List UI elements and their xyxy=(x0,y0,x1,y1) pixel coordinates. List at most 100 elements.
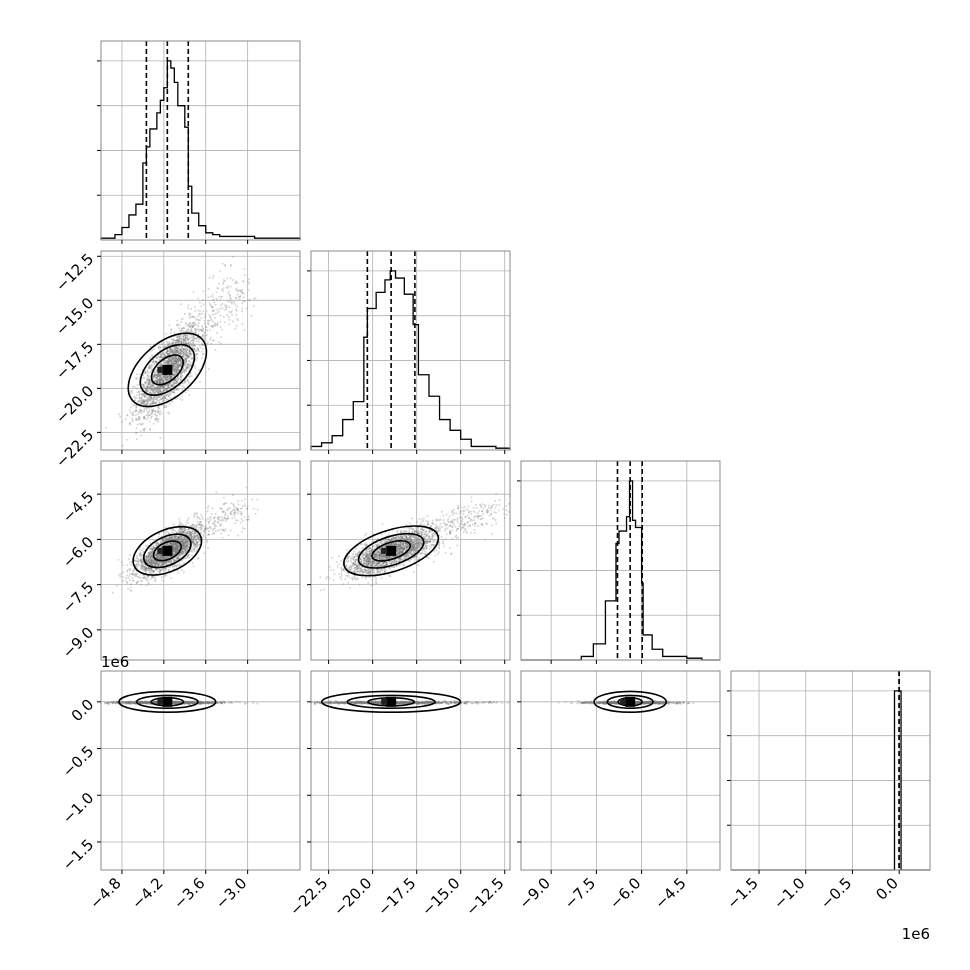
scatter-point xyxy=(192,336,194,338)
scatter-point xyxy=(201,313,203,315)
scatter-point xyxy=(146,385,149,388)
scatter-point xyxy=(175,379,177,381)
scatter-point xyxy=(159,385,161,388)
scatter-point xyxy=(190,353,193,355)
scatter-point xyxy=(190,532,193,534)
scatter-point xyxy=(165,560,168,563)
scatter-point xyxy=(136,581,139,584)
scatter-point xyxy=(159,349,161,352)
scatter-point xyxy=(152,382,154,384)
scatter-point xyxy=(186,537,188,540)
scatter-point xyxy=(211,306,214,308)
scatter-point xyxy=(171,351,174,353)
scatter-point xyxy=(179,534,182,537)
scatter-point xyxy=(132,569,135,572)
scatter-point xyxy=(180,527,183,529)
scatter-point xyxy=(161,385,164,387)
scatter-point xyxy=(173,379,175,382)
scatter-point xyxy=(176,369,179,371)
scatter-point xyxy=(170,363,173,366)
scatter-point xyxy=(193,544,196,547)
scatter-point xyxy=(194,358,197,361)
scatter-point xyxy=(161,365,163,367)
scatter-point xyxy=(179,527,182,529)
scatter-point xyxy=(150,567,152,570)
scatter-point xyxy=(177,538,179,541)
scatter-point xyxy=(136,409,138,412)
scatter-point xyxy=(170,384,172,387)
scatter-point xyxy=(148,553,151,555)
scatter-point xyxy=(175,548,178,550)
scatter-point xyxy=(199,329,202,331)
scatter-point xyxy=(162,380,164,383)
scatter-point xyxy=(156,558,159,560)
scatter-point xyxy=(147,581,150,584)
scatter-point xyxy=(225,306,228,308)
scatter-point xyxy=(160,354,162,357)
scatter-point xyxy=(150,397,153,400)
scatter-point xyxy=(170,544,172,546)
scatter-point xyxy=(183,327,185,329)
scatter-point xyxy=(188,345,191,347)
scatter-point xyxy=(186,544,188,547)
scatter-point xyxy=(149,345,152,348)
scatter-point xyxy=(189,333,191,336)
scatter-point xyxy=(163,376,166,379)
scatter-point xyxy=(111,591,114,594)
scatter-point xyxy=(167,389,169,391)
scatter-point xyxy=(180,378,182,380)
scatter-point xyxy=(189,344,191,347)
scatter-point xyxy=(184,545,186,547)
scatter-point xyxy=(171,348,173,351)
scatter-point xyxy=(152,385,155,387)
scatter-point xyxy=(170,536,173,539)
scatter-point xyxy=(193,516,195,518)
scatter-point xyxy=(139,559,142,561)
scatter-point xyxy=(159,382,162,384)
scatter-point xyxy=(175,548,178,551)
scatter-point xyxy=(182,557,185,560)
scatter-point xyxy=(196,550,198,552)
scatter-point xyxy=(166,379,168,381)
scatter-point xyxy=(158,385,160,387)
scatter-point xyxy=(220,336,222,338)
scatter-point xyxy=(183,546,185,549)
scatter-point xyxy=(196,541,198,544)
scatter-point xyxy=(194,543,196,545)
scatter-point xyxy=(224,280,226,282)
scatter-point xyxy=(145,559,147,562)
panel-frame xyxy=(730,670,931,871)
scatter-point xyxy=(185,360,187,363)
scatter-point xyxy=(196,353,199,355)
scatter-point xyxy=(155,557,157,559)
scatter-point xyxy=(180,346,183,348)
scatter-point xyxy=(174,536,176,539)
scatter-point xyxy=(164,356,166,358)
scatter-point xyxy=(155,357,158,360)
scatter-point xyxy=(245,307,248,310)
scatter-point xyxy=(147,566,150,568)
scatter-point xyxy=(141,369,144,371)
scatter-point xyxy=(168,363,170,365)
scatter-point xyxy=(181,540,184,542)
scatter-point xyxy=(185,334,188,336)
scatter-point xyxy=(176,370,178,373)
scatter-point xyxy=(170,352,172,354)
scatter-point xyxy=(191,326,194,328)
scatter-point xyxy=(183,531,186,534)
scatter-point xyxy=(156,390,158,392)
scatter-point xyxy=(157,562,159,565)
scatter-point xyxy=(154,361,156,363)
scatter-point xyxy=(174,548,177,551)
scatter-point xyxy=(177,546,180,549)
scatter-point xyxy=(185,347,188,350)
scatter-point xyxy=(170,350,172,352)
scatter-point xyxy=(145,567,148,569)
scatter-point xyxy=(150,383,152,386)
scatter-point xyxy=(148,552,150,554)
scatter-point xyxy=(191,530,194,532)
scatter-point xyxy=(128,409,131,411)
scatter-point xyxy=(151,562,153,565)
scatter-point xyxy=(195,353,198,356)
scatter-point xyxy=(142,386,145,388)
